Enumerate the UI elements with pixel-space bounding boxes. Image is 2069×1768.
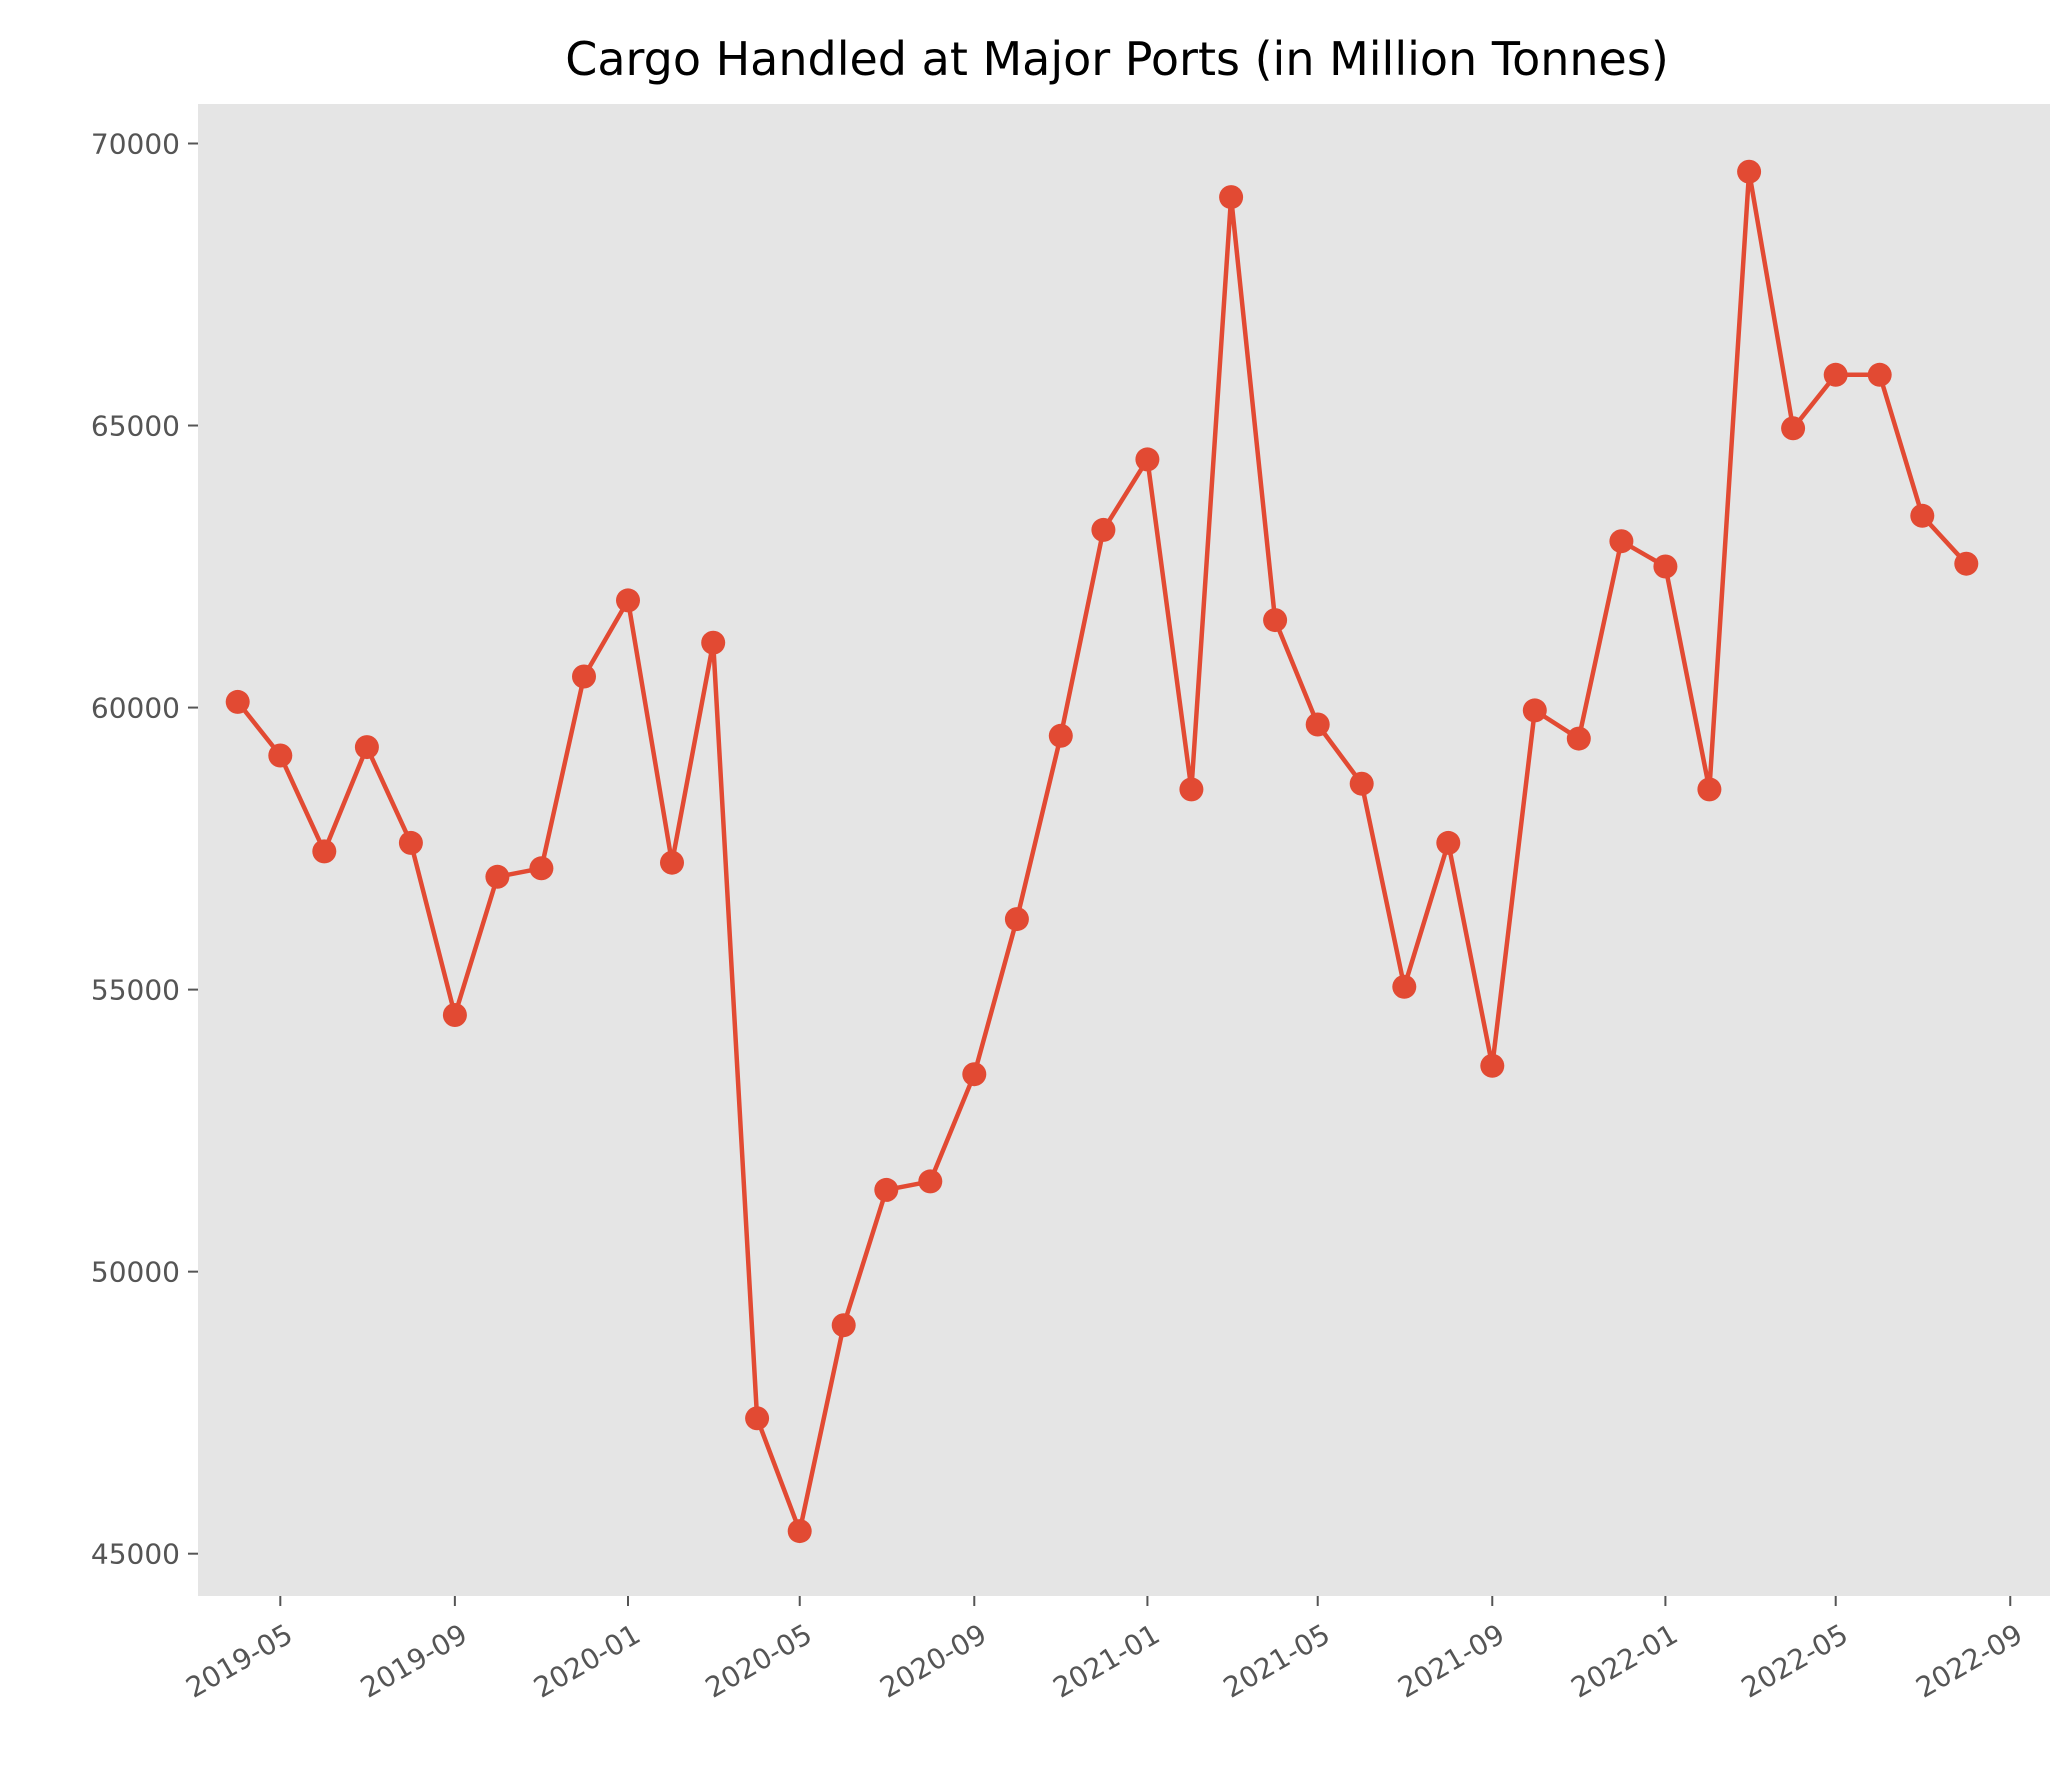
y-tick-label: 55000 bbox=[91, 974, 180, 1007]
data-point bbox=[398, 830, 423, 855]
data-point bbox=[268, 743, 293, 768]
y-tick-label: 45000 bbox=[91, 1538, 180, 1571]
data-point bbox=[874, 1177, 899, 1202]
data-point bbox=[918, 1169, 943, 1194]
data-point bbox=[1867, 362, 1892, 387]
data-point bbox=[701, 630, 726, 655]
y-tick-label: 60000 bbox=[91, 692, 180, 725]
data-point bbox=[1219, 185, 1244, 210]
data-point bbox=[1349, 771, 1374, 796]
data-point bbox=[1910, 503, 1935, 528]
data-point bbox=[572, 664, 596, 689]
data-point bbox=[225, 689, 250, 714]
data-point bbox=[1522, 698, 1547, 723]
y-tick-label: 70000 bbox=[91, 127, 180, 160]
data-point bbox=[1609, 529, 1634, 554]
y-tick-label: 50000 bbox=[91, 1256, 180, 1289]
data-point bbox=[1048, 723, 1073, 748]
data-point bbox=[1305, 712, 1330, 737]
data-point bbox=[1480, 1053, 1505, 1078]
data-point bbox=[1737, 159, 1762, 184]
data-point bbox=[1697, 777, 1722, 802]
y-axis: 45000 50000 55000 60000 65000 70000 bbox=[91, 127, 198, 1571]
data-point bbox=[1392, 974, 1417, 999]
data-point bbox=[1263, 608, 1288, 633]
data-point bbox=[442, 1003, 467, 1027]
data-point bbox=[1823, 362, 1848, 387]
plot-area bbox=[198, 104, 2050, 1596]
data-point bbox=[1135, 447, 1160, 472]
series-group bbox=[225, 159, 1979, 1544]
data-point bbox=[1436, 830, 1461, 855]
chart-title: Cargo Handled at Major Ports (in Million… bbox=[565, 32, 1669, 86]
data-point bbox=[616, 588, 640, 613]
data-point bbox=[831, 1313, 856, 1338]
data-point bbox=[312, 839, 337, 864]
y-tick-label: 65000 bbox=[91, 410, 180, 443]
data-point bbox=[529, 856, 554, 881]
data-point bbox=[485, 864, 510, 889]
data-point bbox=[1566, 726, 1591, 751]
data-point bbox=[1091, 517, 1116, 542]
data-point bbox=[660, 850, 684, 875]
data-point bbox=[1781, 416, 1806, 441]
data-point bbox=[1004, 907, 1029, 932]
data-point bbox=[962, 1062, 987, 1087]
data-point bbox=[354, 735, 379, 760]
data-point bbox=[1179, 777, 1204, 802]
data-point bbox=[1653, 554, 1678, 579]
data-point bbox=[745, 1406, 770, 1431]
data-point bbox=[1954, 551, 1979, 576]
data-point bbox=[787, 1519, 812, 1544]
